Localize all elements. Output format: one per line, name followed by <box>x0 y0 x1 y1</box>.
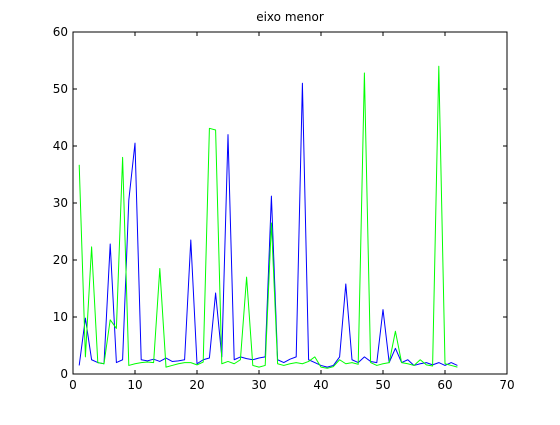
series-line-2 <box>78 65 458 369</box>
y-tick-label: 20 <box>53 253 68 267</box>
y-tick-label: 50 <box>53 82 68 96</box>
y-tick-label: 30 <box>53 196 68 210</box>
x-tick-label: 0 <box>69 378 77 392</box>
x-tick-label: 70 <box>499 378 514 392</box>
y-tick-label: 40 <box>53 139 68 153</box>
x-axis-ticks: 0 10 20 30 40 50 60 70 <box>69 32 515 392</box>
chart-title: eixo menor <box>256 10 324 24</box>
x-tick-label: 40 <box>313 378 328 392</box>
plot-background <box>73 32 507 374</box>
x-tick-label: 30 <box>251 378 266 392</box>
x-tick-label: 50 <box>375 378 390 392</box>
y-tick-label: 0 <box>60 367 68 381</box>
x-tick-label: 60 <box>437 378 452 392</box>
x-tick-label: 20 <box>189 378 204 392</box>
y-axis-ticks: 0 10 20 30 40 50 60 <box>53 25 507 381</box>
series-layer <box>78 65 458 369</box>
x-tick-label: 10 <box>127 378 142 392</box>
y-tick-label: 60 <box>53 25 68 39</box>
series-line-1 <box>78 82 458 368</box>
y-tick-label: 10 <box>53 310 68 324</box>
